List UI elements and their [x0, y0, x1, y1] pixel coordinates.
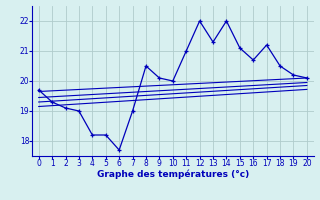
X-axis label: Graphe des températures (°c): Graphe des températures (°c): [97, 169, 249, 179]
